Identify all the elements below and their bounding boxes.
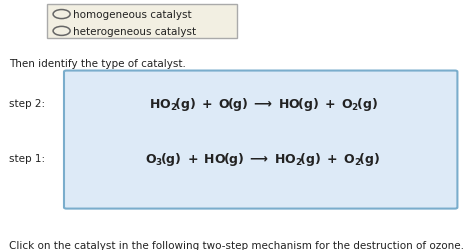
Text: $\mathbf{HO_2\!(g)\ +\ O\!(g)\ \longrightarrow\ HO\!(g)\ +\ O_2\!(g)}$: $\mathbf{HO_2\!(g)\ +\ O\!(g)\ \longrigh…: [149, 95, 377, 112]
Text: step 1:: step 1:: [9, 154, 46, 164]
FancyBboxPatch shape: [64, 71, 457, 209]
Text: homogeneous catalyst: homogeneous catalyst: [73, 10, 192, 20]
Text: step 2:: step 2:: [9, 99, 46, 109]
Text: Click on the catalyst in the following two-step mechanism for the destruction of: Click on the catalyst in the following t…: [9, 240, 465, 250]
Text: $\mathbf{O_3\!(g)\ +\ HO\!(g)\ \longrightarrow\ HO_2\!(g)\ +\ O_2\!(g)}$: $\mathbf{O_3\!(g)\ +\ HO\!(g)\ \longrigh…: [146, 150, 381, 167]
FancyBboxPatch shape: [47, 5, 237, 39]
Text: heterogeneous catalyst: heterogeneous catalyst: [73, 27, 197, 37]
Text: Then identify the type of catalyst.: Then identify the type of catalyst.: [9, 59, 186, 69]
